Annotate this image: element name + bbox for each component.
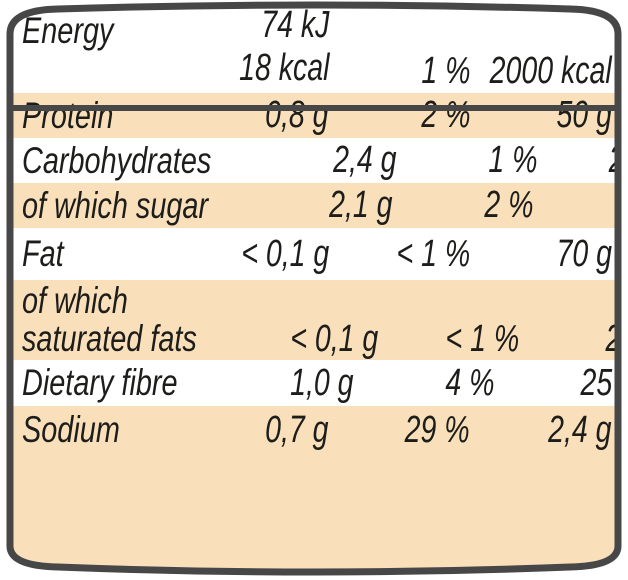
- row-label: Carbohydrates: [22, 139, 212, 181]
- row-gda-pro-value: 29 %: [405, 408, 470, 451]
- row-gda-value: 90 g: [620, 184, 628, 227]
- row-gda-pro-value: < 1 %: [396, 232, 470, 275]
- table-row-of-which-sugar: of which sugar 2,1 g 2 % 90 g: [0, 183, 628, 228]
- row-label: Energy: [22, 10, 114, 51]
- table-body: Energy 74 kJ 18 kcal 1 % 2000 kcal Prote…: [0, 0, 628, 454]
- table-row-fat: Fat < 0,1 g < 1 % 70 g: [0, 228, 628, 280]
- row-per-100g-value: 74 kJ 18 kcal: [238, 3, 329, 89]
- table-row-sodium: Sodium 0,7 g 29 % 2,4 g: [0, 406, 628, 454]
- row-gda-value: 20 g: [605, 318, 622, 360]
- row-per-100g-value: 0,7 g: [265, 408, 329, 451]
- row-gda-value: 2000 kcal: [489, 50, 612, 92]
- row-label: Fat: [22, 233, 64, 274]
- table-row-protein: Protein 0,8 g 2 % 50 g: [0, 93, 628, 138]
- row-label: Sodium: [22, 409, 120, 450]
- table-row-energy: Energy 74 kJ 18 kcal 1 % 2000 kcal: [0, 0, 628, 93]
- row-per-100g-value: < 0,1 g: [241, 232, 329, 275]
- row-gda-pro-value: 1 %: [420, 50, 470, 92]
- table-row-dietary-fibre: Dietary fibre 1,0 g 4 % 25 g: [0, 360, 628, 406]
- row-gda-value: 70 g: [556, 232, 612, 275]
- row-per-100g-value: 2,4 g: [333, 139, 397, 181]
- row-label: of which saturated fats: [22, 280, 197, 359]
- row-gda-value: 270 g: [608, 139, 625, 181]
- row-gda-pro-value: 2 %: [420, 94, 470, 136]
- row-gda-pro-value: < 1 %: [445, 318, 520, 360]
- row-per-100g-value: < 0,1 g: [290, 318, 379, 360]
- row-gda-value: 2,4 g: [548, 408, 612, 451]
- row-label: Protein: [22, 94, 114, 136]
- table-row-of-which-saturated-fats: of which saturated fats < 0,1 g < 1 % 20…: [0, 280, 628, 360]
- row-label: of which sugar: [22, 184, 209, 226]
- row-gda-pro-value: 4 %: [445, 361, 495, 404]
- row-gda-pro-value: 2 %: [484, 184, 534, 226]
- row-per-100g-value: 1,0 g: [290, 361, 354, 404]
- row-per-100g-value: 2,1 g: [329, 184, 393, 226]
- row-gda-value: 25 g: [580, 361, 613, 404]
- row-per-100g-value: 0,8 g: [265, 94, 329, 136]
- row-gda-value: 50 g: [556, 94, 612, 136]
- row-gda-pro-value: 1 %: [488, 139, 538, 181]
- row-label: Dietary fibre: [22, 362, 178, 403]
- table-row-carbohydrates: Carbohydrates 2,4 g 1 % 270 g: [0, 138, 628, 183]
